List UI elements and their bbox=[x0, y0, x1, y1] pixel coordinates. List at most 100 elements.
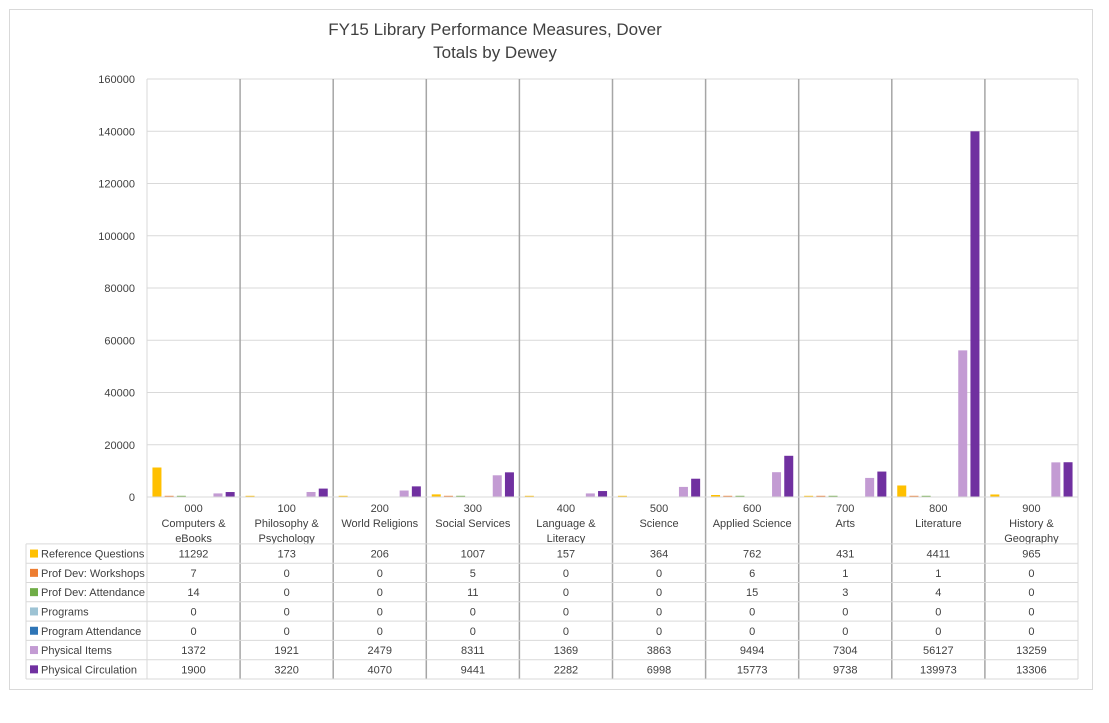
bar bbox=[909, 495, 919, 497]
bar bbox=[306, 491, 316, 497]
data-table-value: 0 bbox=[1028, 606, 1034, 618]
bar bbox=[1063, 462, 1073, 497]
data-table-value: 0 bbox=[377, 626, 383, 638]
bar bbox=[877, 471, 887, 497]
data-table-value: 0 bbox=[656, 568, 662, 580]
bar bbox=[865, 477, 875, 497]
category-label: Literacy bbox=[547, 533, 586, 545]
y-tick-label: 0 bbox=[129, 492, 135, 504]
category-label: 000 bbox=[184, 503, 202, 515]
category-label: 400 bbox=[557, 503, 575, 515]
bar bbox=[921, 495, 931, 497]
data-table-value: 364 bbox=[650, 549, 668, 561]
bar bbox=[691, 478, 701, 497]
data-table-value: 0 bbox=[1028, 626, 1034, 638]
category-label: 800 bbox=[929, 503, 947, 515]
data-table-value: 14 bbox=[187, 587, 199, 599]
data-table-value: 1 bbox=[842, 568, 848, 580]
data-table-value: 3 bbox=[842, 587, 848, 599]
bar bbox=[990, 494, 1000, 497]
data-table-value: 8311 bbox=[461, 645, 485, 657]
bar bbox=[772, 472, 782, 497]
bar bbox=[152, 467, 162, 497]
data-table-value: 0 bbox=[1028, 568, 1034, 580]
bar bbox=[828, 495, 838, 497]
bar bbox=[164, 495, 174, 497]
data-table-value: 0 bbox=[842, 606, 848, 618]
chart-frame bbox=[9, 9, 1093, 690]
data-table-value: 4411 bbox=[927, 549, 951, 561]
y-tick-label: 120000 bbox=[98, 179, 135, 191]
chart-title-line: FY15 Library Performance Measures, Dover bbox=[328, 20, 662, 39]
bar bbox=[399, 490, 409, 497]
data-table-value: 0 bbox=[284, 568, 290, 580]
bar bbox=[970, 131, 980, 497]
data-table-value: 56127 bbox=[923, 645, 954, 657]
data-table-value: 0 bbox=[284, 606, 290, 618]
bar bbox=[504, 472, 514, 497]
data-table-value: 15773 bbox=[737, 664, 768, 676]
category-label: Computers & bbox=[161, 518, 226, 530]
category-label: World Religions bbox=[341, 518, 418, 530]
category-label: Geography bbox=[1004, 533, 1059, 545]
bar bbox=[225, 492, 235, 497]
data-table-value: 7304 bbox=[833, 645, 857, 657]
bar bbox=[492, 475, 502, 497]
category-label: 300 bbox=[464, 503, 482, 515]
data-table-value: 0 bbox=[284, 626, 290, 638]
category-label: 600 bbox=[743, 503, 761, 515]
data-table-value: 139973 bbox=[920, 664, 957, 676]
data-table-value: 4070 bbox=[368, 664, 392, 676]
data-table-value: 206 bbox=[371, 549, 389, 561]
legend-entry: Prof Dev: Attendance bbox=[41, 587, 145, 599]
data-table-value: 0 bbox=[842, 626, 848, 638]
bar bbox=[784, 455, 794, 497]
bar bbox=[338, 495, 348, 497]
data-table-value: 1900 bbox=[181, 664, 205, 676]
category-label: 700 bbox=[836, 503, 854, 515]
category-label: Philosophy & bbox=[255, 518, 320, 530]
y-tick-label: 60000 bbox=[104, 335, 135, 347]
category-label: History & bbox=[1009, 518, 1054, 530]
data-table-value: 11 bbox=[467, 587, 478, 599]
data-table-value: 0 bbox=[749, 626, 755, 638]
data-table-value: 6998 bbox=[647, 664, 671, 676]
data-table-value: 1372 bbox=[181, 645, 205, 657]
bar bbox=[958, 350, 968, 497]
category-label: 900 bbox=[1022, 503, 1040, 515]
bar bbox=[456, 495, 466, 497]
legend-key bbox=[30, 549, 38, 558]
data-table-value: 0 bbox=[470, 606, 476, 618]
data-table-value: 3863 bbox=[647, 645, 671, 657]
category-label: 100 bbox=[277, 503, 295, 515]
category-label: eBooks bbox=[175, 533, 212, 545]
bar bbox=[431, 494, 441, 497]
data-table-value: 431 bbox=[836, 549, 854, 561]
bar bbox=[804, 495, 814, 497]
data-table-value: 9494 bbox=[740, 645, 764, 657]
legend-key bbox=[30, 646, 38, 655]
category-label: Social Services bbox=[435, 518, 511, 530]
category-label: Applied Science bbox=[713, 518, 792, 530]
category-label: Psychology bbox=[259, 533, 316, 545]
category-label: 500 bbox=[650, 503, 668, 515]
bar bbox=[585, 493, 595, 497]
data-table-value: 3220 bbox=[274, 664, 298, 676]
data-table-value: 9738 bbox=[833, 664, 857, 676]
data-table-value: 2282 bbox=[554, 664, 578, 676]
bar bbox=[213, 493, 223, 497]
data-table-value: 0 bbox=[563, 626, 569, 638]
data-table-value: 13259 bbox=[1016, 645, 1047, 657]
y-tick-label: 40000 bbox=[104, 388, 135, 400]
bar bbox=[897, 485, 907, 497]
legend-entry: Prof Dev: Workshops bbox=[41, 568, 145, 580]
data-table-value: 2479 bbox=[368, 645, 392, 657]
data-table-value: 4 bbox=[935, 587, 941, 599]
category-label: Literature bbox=[915, 518, 961, 530]
bar bbox=[245, 495, 255, 497]
legend-key bbox=[30, 665, 38, 674]
data-table-value: 1007 bbox=[461, 549, 485, 561]
data-table-value: 1921 bbox=[274, 645, 298, 657]
data-table-value: 762 bbox=[743, 549, 761, 561]
